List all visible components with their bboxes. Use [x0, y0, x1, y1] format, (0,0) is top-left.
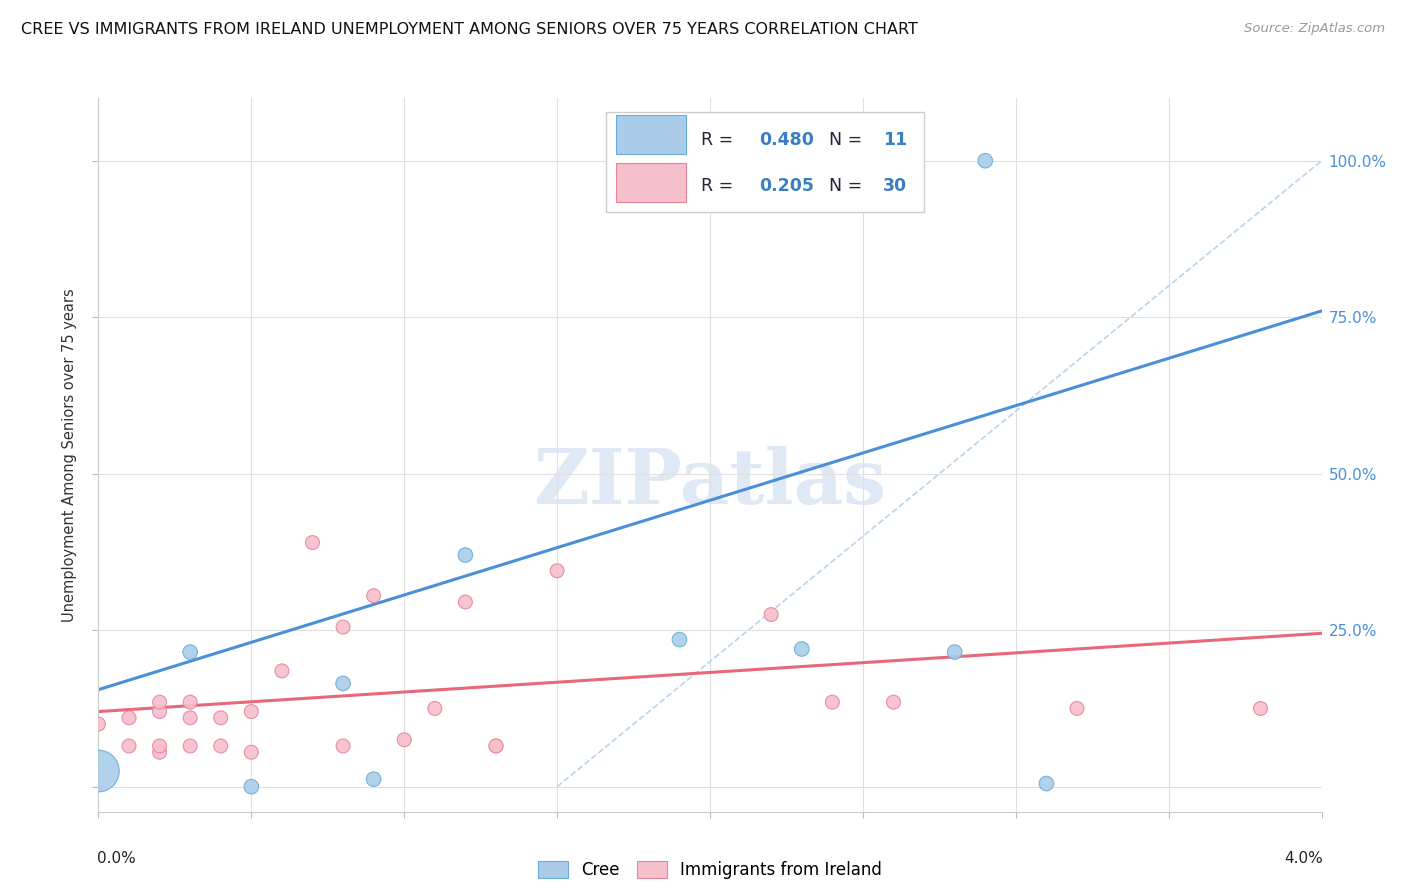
- Text: 30: 30: [883, 178, 907, 195]
- Text: R =: R =: [702, 178, 740, 195]
- Point: [87, 764, 110, 778]
- Bar: [616, 162, 686, 202]
- Point: [240, 705, 263, 719]
- Point: [1066, 701, 1088, 715]
- Point: [546, 564, 568, 578]
- Point: [240, 780, 263, 794]
- Point: [332, 676, 354, 690]
- Text: N =: N =: [828, 131, 868, 149]
- Point: [332, 620, 354, 634]
- Point: [943, 645, 966, 659]
- Point: [759, 607, 782, 622]
- Text: Source: ZipAtlas.com: Source: ZipAtlas.com: [1244, 22, 1385, 36]
- Point: [179, 695, 201, 709]
- Text: R =: R =: [702, 131, 740, 149]
- Point: [485, 739, 508, 753]
- Point: [883, 695, 905, 709]
- Text: 4.0%: 4.0%: [1284, 851, 1323, 866]
- Point: [790, 642, 813, 657]
- Point: [179, 645, 201, 659]
- Legend: Cree, Immigrants from Ireland: Cree, Immigrants from Ireland: [531, 854, 889, 886]
- Text: N =: N =: [828, 178, 868, 195]
- Point: [821, 695, 844, 709]
- Point: [332, 739, 354, 753]
- Point: [974, 153, 997, 168]
- Point: [1035, 776, 1057, 790]
- Point: [363, 772, 385, 787]
- Point: [209, 739, 232, 753]
- Point: [1249, 701, 1271, 715]
- Point: [149, 695, 172, 709]
- Point: [179, 739, 201, 753]
- Text: 0.480: 0.480: [759, 131, 814, 149]
- Point: [118, 739, 141, 753]
- Point: [454, 595, 477, 609]
- Point: [392, 732, 416, 747]
- Point: [179, 711, 201, 725]
- Point: [240, 745, 263, 759]
- Point: [149, 705, 172, 719]
- Text: ZIPatlas: ZIPatlas: [533, 447, 887, 520]
- Point: [209, 711, 232, 725]
- Point: [87, 717, 110, 731]
- Bar: [616, 115, 686, 154]
- Point: [363, 589, 385, 603]
- Point: [270, 664, 294, 678]
- Point: [668, 632, 690, 647]
- Point: [485, 739, 508, 753]
- Text: CREE VS IMMIGRANTS FROM IRELAND UNEMPLOYMENT AMONG SENIORS OVER 75 YEARS CORRELA: CREE VS IMMIGRANTS FROM IRELAND UNEMPLOY…: [21, 22, 918, 37]
- Point: [301, 535, 323, 549]
- Text: 0.0%: 0.0%: [97, 851, 136, 866]
- Point: [423, 701, 446, 715]
- Point: [149, 745, 172, 759]
- Point: [149, 739, 172, 753]
- Text: 0.205: 0.205: [759, 178, 814, 195]
- Y-axis label: Unemployment Among Seniors over 75 years: Unemployment Among Seniors over 75 years: [62, 288, 77, 622]
- Point: [118, 711, 141, 725]
- Point: [454, 548, 477, 562]
- Text: 11: 11: [883, 131, 907, 149]
